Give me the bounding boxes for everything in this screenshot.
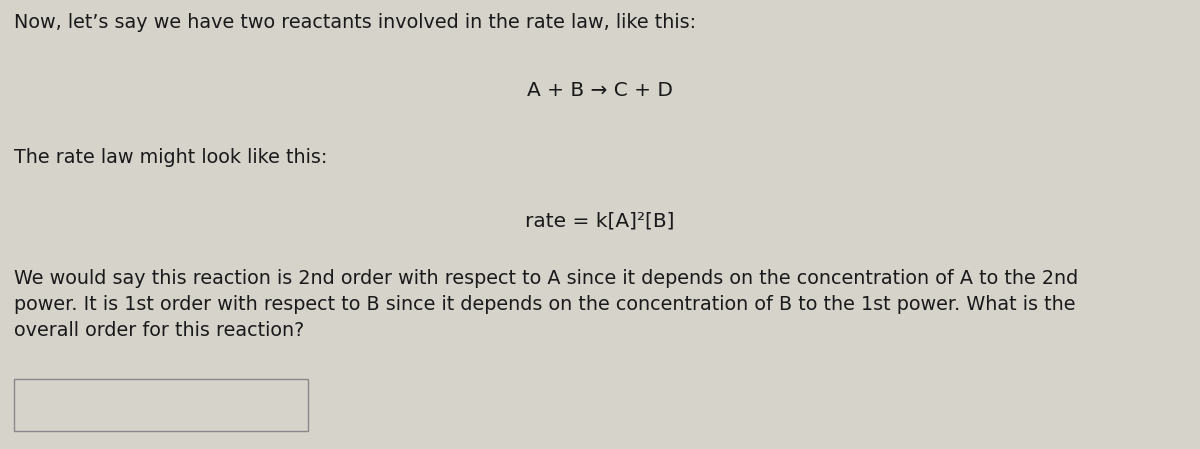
Text: The rate law might look like this:: The rate law might look like this:: [14, 148, 328, 167]
Text: We would say this reaction is 2nd order with respect to A since it depends on th: We would say this reaction is 2nd order …: [14, 269, 1079, 340]
Text: rate = k[A]²[B]: rate = k[A]²[B]: [526, 211, 674, 230]
Text: A + B → C + D: A + B → C + D: [527, 81, 673, 100]
Bar: [14, 379, 308, 431]
Text: Now, let’s say we have two reactants involved in the rate law, like this:: Now, let’s say we have two reactants inv…: [14, 13, 696, 32]
